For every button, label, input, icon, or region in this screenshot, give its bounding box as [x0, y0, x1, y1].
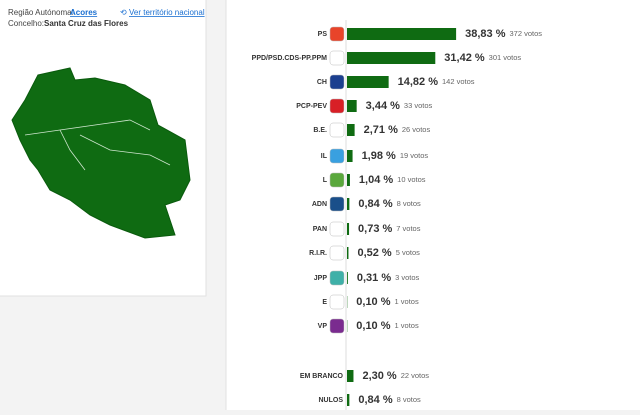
percent-label: 1,04 % — [359, 174, 393, 186]
party-label: PAN — [313, 226, 327, 233]
party-label: VP — [318, 323, 328, 330]
party-logo — [330, 246, 344, 260]
votes-label: 142 votos — [442, 77, 475, 86]
party-logo — [330, 75, 344, 89]
bar — [347, 100, 357, 112]
party-label: L — [323, 177, 328, 184]
percent-label: 0,73 % — [358, 223, 392, 235]
bar — [347, 124, 355, 136]
bar — [347, 247, 348, 259]
percent-label: 1,98 % — [362, 150, 396, 162]
votes-label: 372 votos — [509, 29, 542, 38]
party-label: R.I.R. — [309, 250, 327, 257]
party-logo — [330, 173, 344, 187]
party-label: NULOS — [319, 397, 344, 404]
percent-label: 14,82 % — [398, 76, 439, 88]
votes-label: 10 votos — [397, 175, 426, 184]
bar — [347, 150, 353, 162]
party-label: PPD/PSD.CDS-PP.PPM — [252, 55, 328, 62]
party-logo — [330, 197, 344, 211]
party-logo — [330, 149, 344, 163]
icon-back: ⟲ — [120, 8, 127, 17]
party-logo — [330, 51, 344, 65]
party-logo — [330, 319, 344, 333]
votes-label: 33 votos — [404, 101, 433, 110]
votes-label: 5 votos — [396, 248, 420, 257]
party-label: PS — [318, 31, 328, 38]
region-label: Região Autónoma: — [8, 8, 74, 17]
percent-label: 0,31 % — [357, 272, 391, 284]
percent-label: 2,30 % — [362, 370, 396, 382]
party-label: B.E. — [313, 127, 327, 134]
votes-label: 19 votos — [400, 151, 429, 160]
bar — [347, 76, 389, 88]
party-logo — [330, 222, 344, 236]
percent-label: 31,42 % — [444, 52, 485, 64]
votes-label: 301 votos — [489, 53, 522, 62]
votes-label: 26 votos — [402, 125, 431, 134]
party-label: EM BRANCO — [300, 373, 344, 380]
percent-label: 0,84 % — [358, 198, 392, 210]
votes-label: 8 votos — [397, 395, 421, 404]
party-label: IL — [321, 153, 328, 160]
percent-label: 0,52 % — [357, 247, 391, 259]
bar — [347, 223, 349, 235]
party-logo — [330, 27, 344, 41]
party-label: PCP-PEV — [296, 103, 327, 110]
votes-label: 8 votos — [397, 199, 421, 208]
party-label: E — [322, 299, 327, 306]
percent-label: 2,71 % — [364, 124, 398, 136]
votes-label: 1 votos — [395, 297, 419, 306]
bar — [347, 370, 353, 382]
percent-label: 0,10 % — [356, 296, 390, 308]
percent-label: 0,84 % — [358, 394, 392, 406]
bar — [347, 174, 350, 186]
percent-label: 38,83 % — [465, 28, 506, 40]
national-link[interactable]: Ver território nacional — [129, 8, 205, 17]
bar — [347, 198, 349, 210]
party-label: ADN — [312, 201, 327, 208]
percent-label: 0,10 % — [356, 320, 390, 332]
party-label: CH — [317, 79, 327, 86]
votes-label: 7 votos — [396, 224, 420, 233]
party-logo — [330, 123, 344, 137]
bar — [347, 28, 456, 40]
municipality: Santa Cruz das Flores — [44, 19, 129, 28]
party-label: JPP — [314, 275, 328, 282]
votes-label: 1 votos — [395, 321, 419, 330]
municipality-label: Concelho: — [8, 19, 44, 28]
votes-label: 3 votos — [395, 273, 419, 282]
party-logo — [330, 271, 344, 285]
votes-label: 22 votos — [401, 371, 430, 380]
party-logo — [330, 99, 344, 113]
party-logo — [330, 295, 344, 309]
bar — [347, 394, 349, 406]
region-link[interactable]: Acores — [70, 8, 98, 17]
bar — [347, 272, 348, 284]
percent-label: 3,44 % — [366, 100, 400, 112]
bar — [347, 52, 435, 64]
